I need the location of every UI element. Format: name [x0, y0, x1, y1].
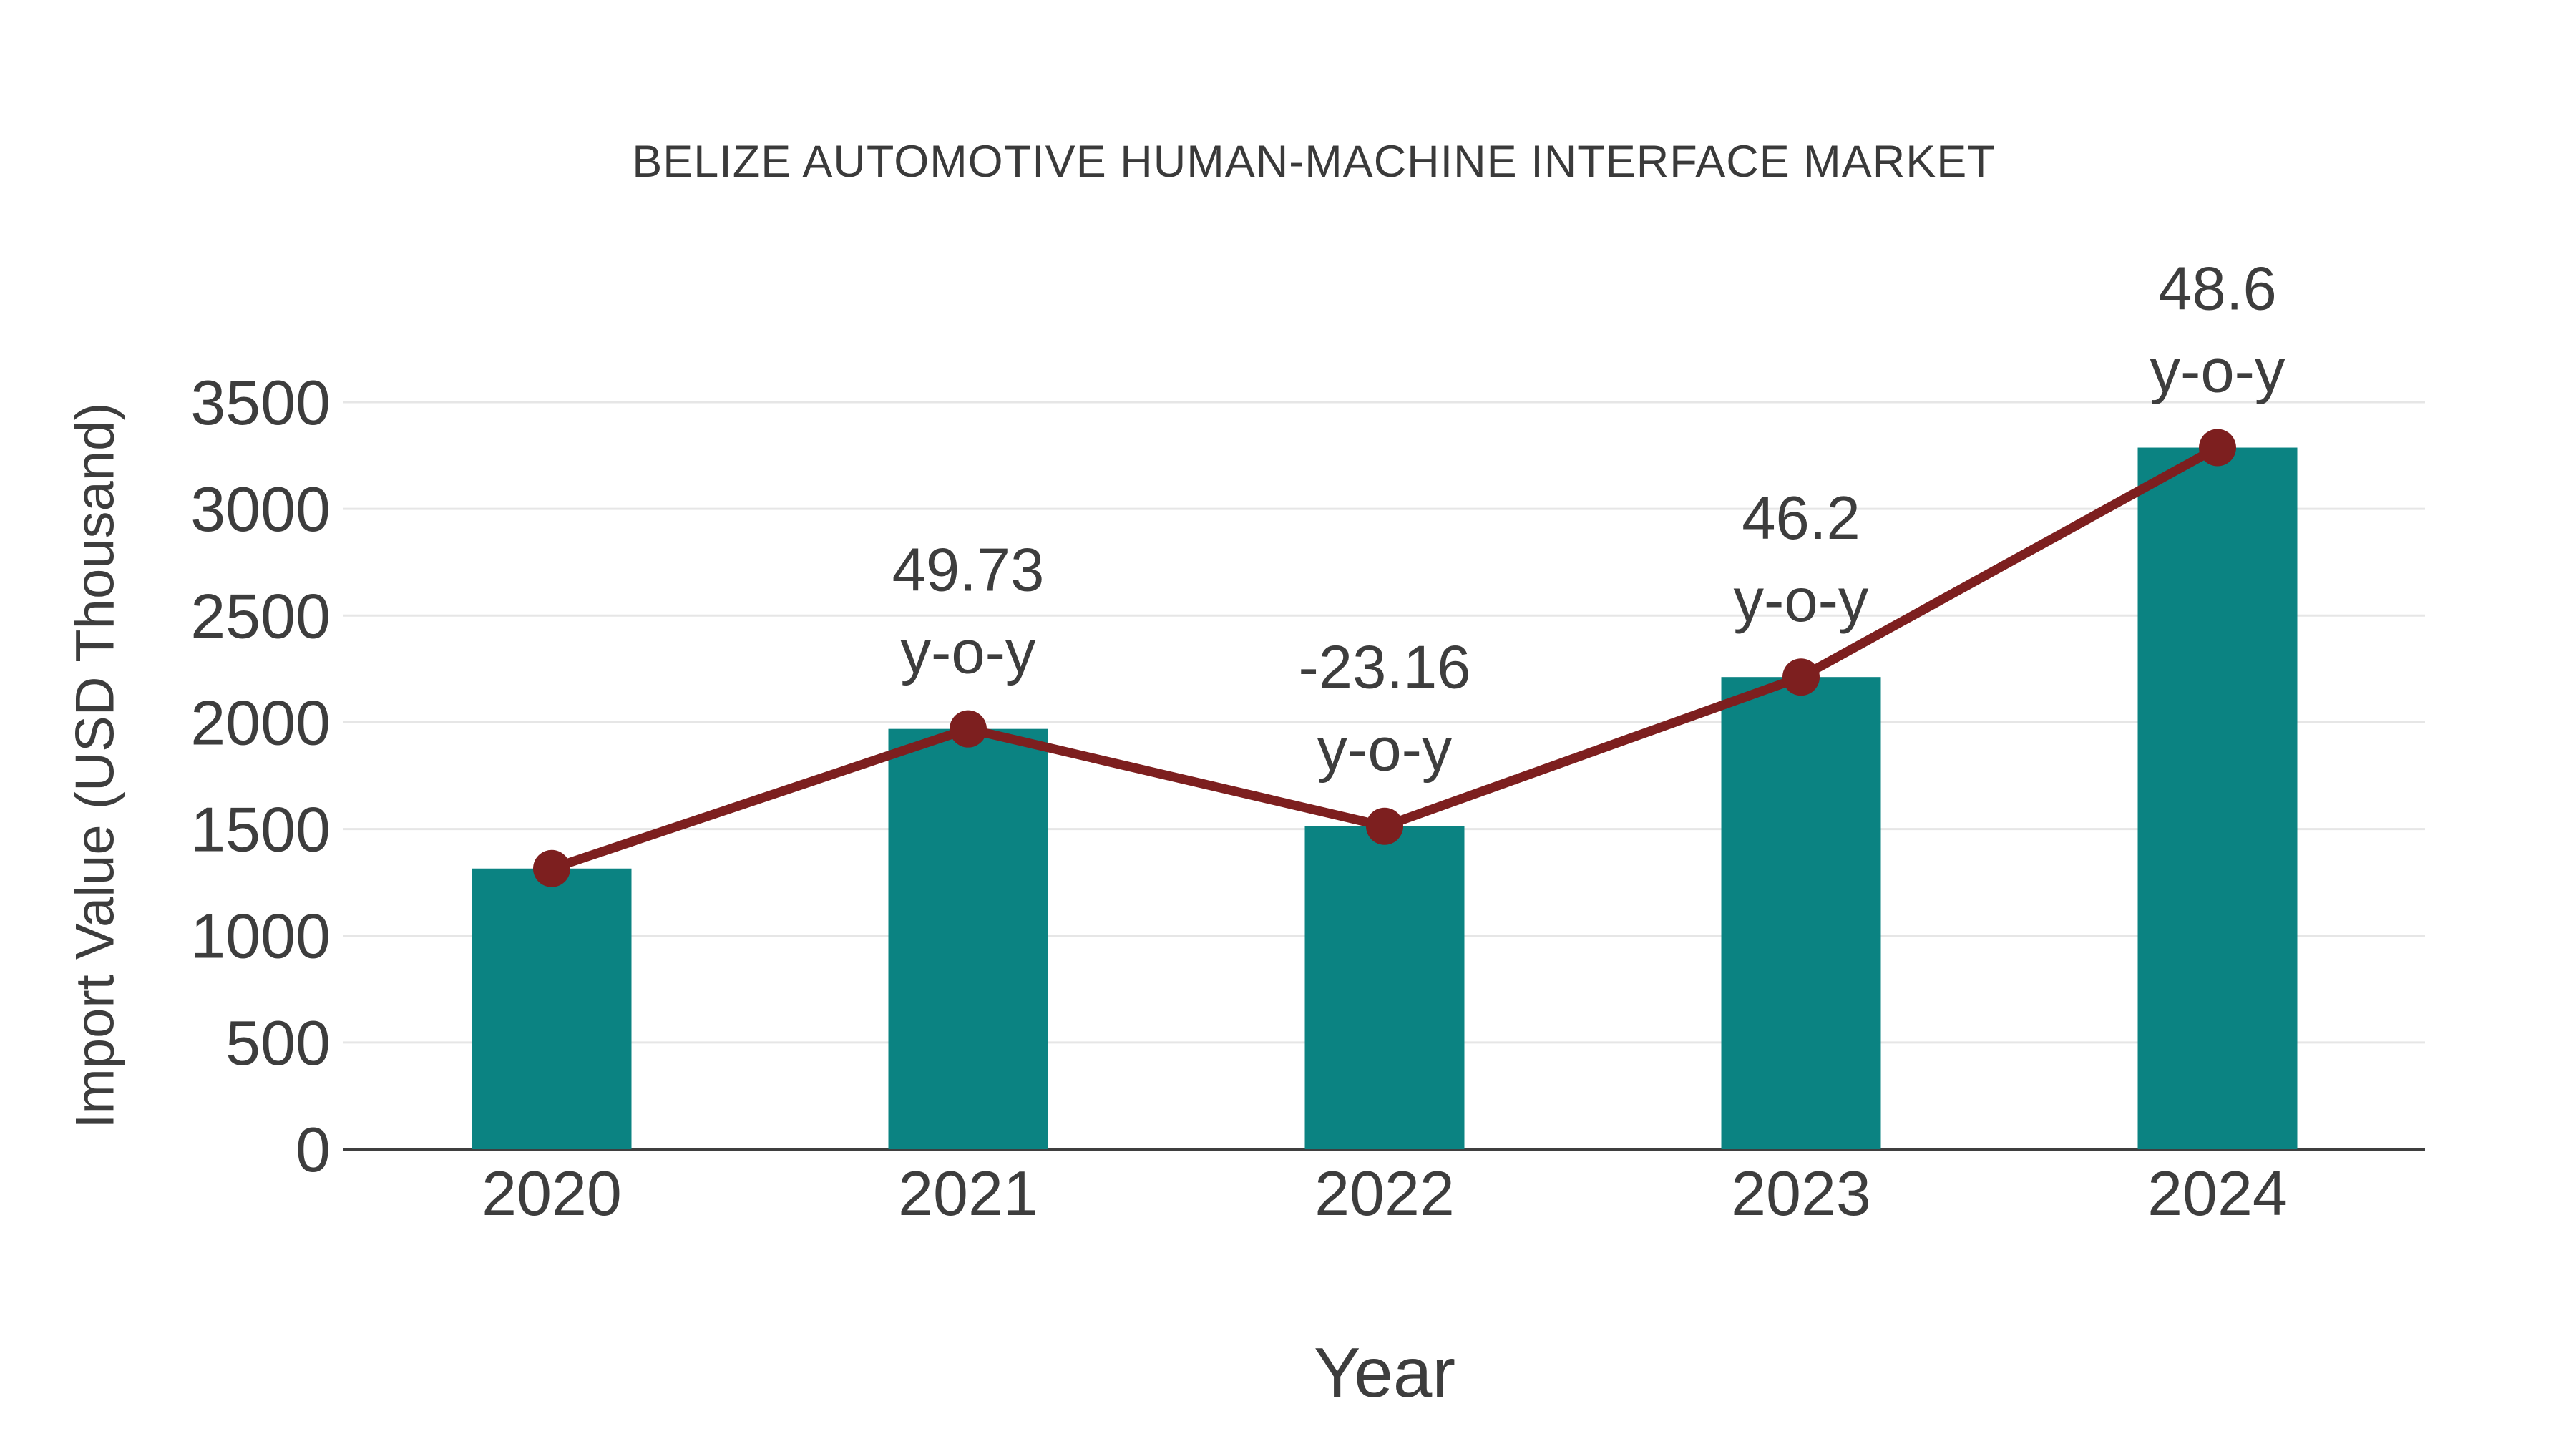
annotation-value: -23.16 [1298, 634, 1470, 702]
x-tick-label: 2024 [2147, 1158, 2288, 1229]
y-tick-label: 2000 [190, 687, 331, 758]
y-tick-label: 1000 [190, 901, 331, 972]
annotation-label: y-o-y [2150, 338, 2285, 406]
marker-2024 [2199, 429, 2236, 467]
y-tick-label: 1500 [190, 794, 331, 865]
annotation-label: y-o-y [1317, 716, 1453, 784]
annotation-value: 48.6 [2158, 255, 2276, 323]
annotation-value: 46.2 [1742, 484, 1860, 552]
bar-2021 [888, 728, 1048, 1149]
marker-2020 [533, 849, 570, 887]
y-tick-label: 500 [225, 1008, 331, 1078]
annotation-label: y-o-y [1734, 567, 1869, 635]
y-tick-label: 0 [296, 1114, 331, 1185]
x-tick-label: 2021 [898, 1158, 1038, 1229]
x-axis-title: Year [1313, 1333, 1456, 1412]
marker-2022 [1366, 807, 1403, 845]
bar-2020 [472, 868, 632, 1149]
marker-2023 [1782, 658, 1820, 696]
x-tick-label: 2022 [1314, 1158, 1455, 1229]
bar-2022 [1304, 826, 1465, 1149]
marker-2021 [950, 710, 987, 748]
chart-title: BELIZE AUTOMOTIVE HUMAN-MACHINE INTERFAC… [632, 137, 1996, 187]
x-tick-label: 2020 [482, 1158, 622, 1229]
y-tick-label: 2500 [190, 580, 331, 651]
y-tick-label: 3000 [190, 474, 331, 545]
annotation-label: y-o-y [901, 619, 1036, 687]
annotation-value: 49.73 [892, 537, 1045, 605]
y-tick-label: 3500 [190, 367, 331, 438]
bar-2023 [1721, 677, 1881, 1149]
bar-2024 [2137, 447, 2298, 1149]
x-tick-label: 2023 [1731, 1158, 1871, 1229]
